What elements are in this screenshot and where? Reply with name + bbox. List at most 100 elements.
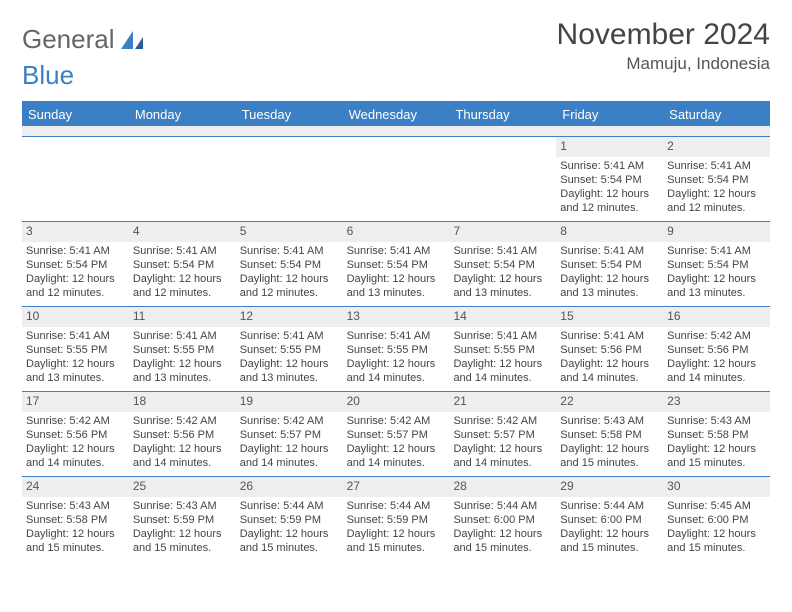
day-cell: 17Sunrise: 5:42 AMSunset: 5:56 PMDayligh…: [22, 392, 129, 476]
day-number: 20: [343, 392, 450, 412]
daylight-text: Daylight: 12 hours and 14 minutes.: [453, 442, 552, 471]
day-cell: [449, 137, 556, 221]
sunset-text: Sunset: 5:54 PM: [240, 258, 339, 272]
dow-cell: Tuesday: [236, 103, 343, 126]
sunset-text: Sunset: 5:56 PM: [667, 343, 766, 357]
day-body: Sunrise: 5:44 AMSunset: 5:59 PMDaylight:…: [343, 497, 450, 560]
day-number: 27: [343, 477, 450, 497]
sunset-text: Sunset: 5:54 PM: [560, 258, 659, 272]
daylight-text: Daylight: 12 hours and 13 minutes.: [26, 357, 125, 386]
daylight-text: Daylight: 12 hours and 14 minutes.: [347, 442, 446, 471]
daylight-text: Daylight: 12 hours and 15 minutes.: [667, 527, 766, 556]
day-cell: [343, 137, 450, 221]
day-body: Sunrise: 5:43 AMSunset: 5:59 PMDaylight:…: [129, 497, 236, 560]
day-body: Sunrise: 5:42 AMSunset: 5:56 PMDaylight:…: [22, 412, 129, 475]
sunset-text: Sunset: 5:57 PM: [347, 428, 446, 442]
daylight-text: Daylight: 12 hours and 12 minutes.: [133, 272, 232, 301]
sunset-text: Sunset: 5:54 PM: [667, 173, 766, 187]
daylight-text: Daylight: 12 hours and 14 minutes.: [26, 442, 125, 471]
day-cell: 20Sunrise: 5:42 AMSunset: 5:57 PMDayligh…: [343, 392, 450, 476]
day-body: Sunrise: 5:41 AMSunset: 5:55 PMDaylight:…: [343, 327, 450, 390]
day-cell: 15Sunrise: 5:41 AMSunset: 5:56 PMDayligh…: [556, 307, 663, 391]
logo: General: [22, 18, 147, 55]
day-number: 21: [449, 392, 556, 412]
sunset-text: Sunset: 5:55 PM: [347, 343, 446, 357]
day-cell: [129, 137, 236, 221]
day-number: 17: [22, 392, 129, 412]
sunset-text: Sunset: 5:54 PM: [347, 258, 446, 272]
day-body: Sunrise: 5:41 AMSunset: 5:54 PMDaylight:…: [556, 157, 663, 220]
sunrise-text: Sunrise: 5:44 AM: [453, 499, 552, 513]
day-cell: 8Sunrise: 5:41 AMSunset: 5:54 PMDaylight…: [556, 222, 663, 306]
title-block: November 2024 Mamuju, Indonesia: [557, 18, 770, 74]
daylight-text: Daylight: 12 hours and 15 minutes.: [347, 527, 446, 556]
sunset-text: Sunset: 5:59 PM: [240, 513, 339, 527]
sunset-text: Sunset: 5:56 PM: [560, 343, 659, 357]
day-number: 12: [236, 307, 343, 327]
daylight-text: Daylight: 12 hours and 12 minutes.: [560, 187, 659, 216]
day-body: Sunrise: 5:41 AMSunset: 5:54 PMDaylight:…: [129, 242, 236, 305]
day-body: Sunrise: 5:41 AMSunset: 5:54 PMDaylight:…: [663, 157, 770, 220]
sunrise-text: Sunrise: 5:44 AM: [347, 499, 446, 513]
day-body: Sunrise: 5:41 AMSunset: 5:54 PMDaylight:…: [663, 242, 770, 305]
sunrise-text: Sunrise: 5:41 AM: [133, 244, 232, 258]
sunrise-text: Sunrise: 5:41 AM: [26, 244, 125, 258]
daylight-text: Daylight: 12 hours and 15 minutes.: [453, 527, 552, 556]
sunset-text: Sunset: 5:54 PM: [667, 258, 766, 272]
sunset-text: Sunset: 5:55 PM: [240, 343, 339, 357]
day-cell: 19Sunrise: 5:42 AMSunset: 5:57 PMDayligh…: [236, 392, 343, 476]
daylight-text: Daylight: 12 hours and 14 minutes.: [133, 442, 232, 471]
logo-text-1: General: [22, 24, 115, 55]
day-cell: 12Sunrise: 5:41 AMSunset: 5:55 PMDayligh…: [236, 307, 343, 391]
day-body: Sunrise: 5:41 AMSunset: 5:54 PMDaylight:…: [236, 242, 343, 305]
day-cell: 25Sunrise: 5:43 AMSunset: 5:59 PMDayligh…: [129, 477, 236, 561]
day-body: Sunrise: 5:44 AMSunset: 5:59 PMDaylight:…: [236, 497, 343, 560]
sunrise-text: Sunrise: 5:41 AM: [133, 329, 232, 343]
day-number: 24: [22, 477, 129, 497]
dow-cell: Wednesday: [343, 103, 450, 126]
day-cell: 27Sunrise: 5:44 AMSunset: 5:59 PMDayligh…: [343, 477, 450, 561]
day-cell: 22Sunrise: 5:43 AMSunset: 5:58 PMDayligh…: [556, 392, 663, 476]
sunrise-text: Sunrise: 5:41 AM: [240, 244, 339, 258]
day-number: 26: [236, 477, 343, 497]
day-number: 9: [663, 222, 770, 242]
week-row: 10Sunrise: 5:41 AMSunset: 5:55 PMDayligh…: [22, 306, 770, 391]
sunrise-text: Sunrise: 5:44 AM: [560, 499, 659, 513]
day-cell: 9Sunrise: 5:41 AMSunset: 5:54 PMDaylight…: [663, 222, 770, 306]
day-cell: 5Sunrise: 5:41 AMSunset: 5:54 PMDaylight…: [236, 222, 343, 306]
day-body: Sunrise: 5:41 AMSunset: 5:54 PMDaylight:…: [556, 242, 663, 305]
sunrise-text: Sunrise: 5:41 AM: [667, 244, 766, 258]
sunrise-text: Sunrise: 5:41 AM: [560, 244, 659, 258]
dow-cell: Thursday: [449, 103, 556, 126]
sunrise-text: Sunrise: 5:41 AM: [667, 159, 766, 173]
sunrise-text: Sunrise: 5:42 AM: [667, 329, 766, 343]
day-body: Sunrise: 5:41 AMSunset: 5:55 PMDaylight:…: [236, 327, 343, 390]
day-number: 23: [663, 392, 770, 412]
day-cell: 24Sunrise: 5:43 AMSunset: 5:58 PMDayligh…: [22, 477, 129, 561]
sunrise-text: Sunrise: 5:41 AM: [240, 329, 339, 343]
week-row: 17Sunrise: 5:42 AMSunset: 5:56 PMDayligh…: [22, 391, 770, 476]
day-cell: 3Sunrise: 5:41 AMSunset: 5:54 PMDaylight…: [22, 222, 129, 306]
daylight-text: Daylight: 12 hours and 14 minutes.: [240, 442, 339, 471]
sunset-text: Sunset: 5:58 PM: [667, 428, 766, 442]
sunrise-text: Sunrise: 5:41 AM: [560, 329, 659, 343]
day-number: 8: [556, 222, 663, 242]
sunset-text: Sunset: 6:00 PM: [667, 513, 766, 527]
daylight-text: Daylight: 12 hours and 13 minutes.: [453, 272, 552, 301]
day-cell: 10Sunrise: 5:41 AMSunset: 5:55 PMDayligh…: [22, 307, 129, 391]
sunrise-text: Sunrise: 5:41 AM: [453, 329, 552, 343]
day-body: Sunrise: 5:43 AMSunset: 5:58 PMDaylight:…: [663, 412, 770, 475]
day-body: Sunrise: 5:43 AMSunset: 5:58 PMDaylight:…: [22, 497, 129, 560]
sunrise-text: Sunrise: 5:41 AM: [347, 329, 446, 343]
day-number: 6: [343, 222, 450, 242]
day-body: Sunrise: 5:44 AMSunset: 6:00 PMDaylight:…: [449, 497, 556, 560]
day-cell: 28Sunrise: 5:44 AMSunset: 6:00 PMDayligh…: [449, 477, 556, 561]
day-cell: 18Sunrise: 5:42 AMSunset: 5:56 PMDayligh…: [129, 392, 236, 476]
dow-cell: Monday: [129, 103, 236, 126]
day-number: 11: [129, 307, 236, 327]
sunrise-text: Sunrise: 5:41 AM: [453, 244, 552, 258]
day-number: 22: [556, 392, 663, 412]
sunrise-text: Sunrise: 5:41 AM: [347, 244, 446, 258]
day-cell: 23Sunrise: 5:43 AMSunset: 5:58 PMDayligh…: [663, 392, 770, 476]
sunset-text: Sunset: 5:55 PM: [453, 343, 552, 357]
